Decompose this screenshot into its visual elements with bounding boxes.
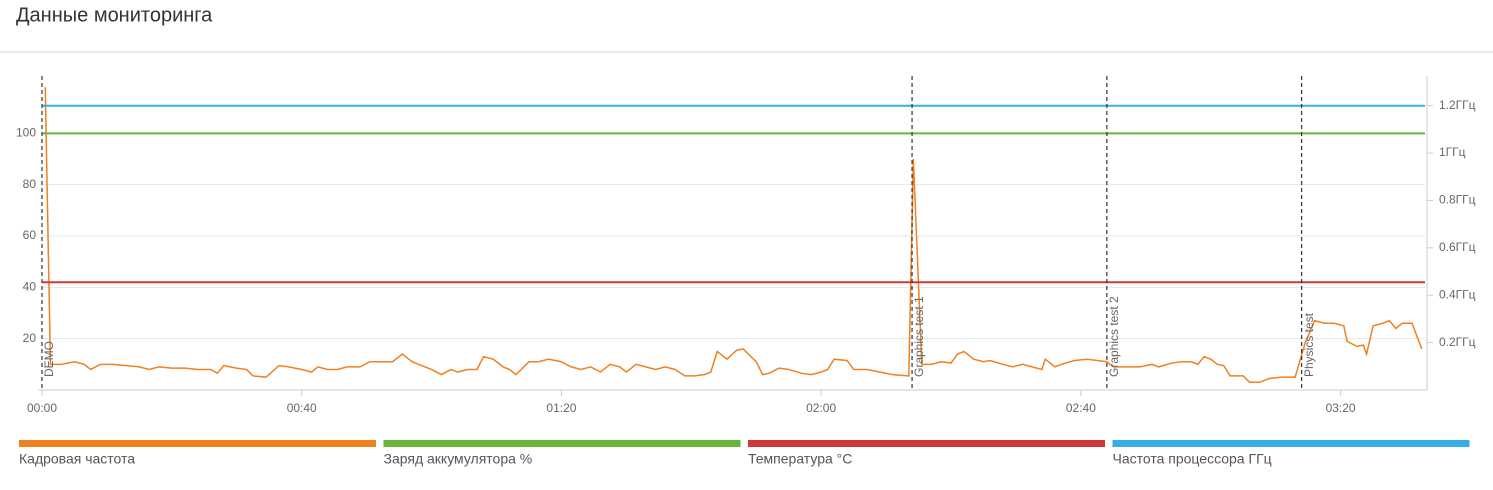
event-label: DEMO bbox=[42, 341, 56, 377]
x-tick-label: 01:20 bbox=[546, 401, 576, 415]
y-tick-label: 100 bbox=[16, 126, 36, 140]
event-label: Physics test bbox=[1302, 312, 1316, 377]
y2-tick-label: 1.2ГГц bbox=[1439, 98, 1476, 112]
y-tick-label: 40 bbox=[23, 280, 37, 294]
y2-tick-label: 0.6ГГц bbox=[1439, 240, 1476, 254]
y2-tick-label: 0.2ГГц bbox=[1439, 335, 1476, 349]
x-tick-label: 00:00 bbox=[27, 401, 57, 415]
legend-swatch bbox=[19, 440, 376, 447]
y-tick-label: 60 bbox=[23, 228, 37, 242]
y2-tick-label: 0.4ГГц bbox=[1439, 287, 1476, 301]
x-tick-label: 00:40 bbox=[287, 401, 317, 415]
y-tick-label: 80 bbox=[23, 177, 37, 191]
x-tick-label: 02:40 bbox=[1066, 401, 1096, 415]
event-label: Graphics test 1 bbox=[912, 296, 926, 377]
series-line bbox=[44, 87, 1423, 384]
y-tick-label: 20 bbox=[23, 331, 37, 345]
legend-label: Кадровая частота bbox=[19, 451, 135, 467]
legend-swatch bbox=[383, 440, 741, 447]
legend-label: Температура °C bbox=[748, 451, 852, 467]
legend-label: Заряд аккумулятора % bbox=[384, 451, 533, 467]
legend-label: Частота процессора ГГц bbox=[1113, 451, 1272, 467]
y2-tick-label: 1ГГц bbox=[1439, 145, 1466, 159]
event-label: Graphics test 2 bbox=[1107, 296, 1121, 377]
panel-title: Данные мониторинга bbox=[16, 4, 213, 26]
x-tick-label: 02:00 bbox=[806, 401, 836, 415]
x-tick-label: 03:20 bbox=[1326, 401, 1356, 415]
legend-swatch bbox=[748, 440, 1105, 447]
legend-swatch bbox=[1112, 440, 1470, 447]
y2-tick-label: 0.8ГГц bbox=[1439, 193, 1476, 207]
